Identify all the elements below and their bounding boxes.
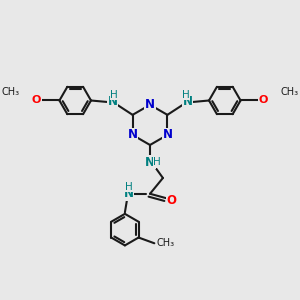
Text: H: H (153, 157, 161, 167)
Text: N: N (107, 95, 118, 108)
Text: CH₃: CH₃ (280, 87, 298, 97)
Text: O: O (167, 194, 176, 207)
Text: H: H (124, 182, 132, 192)
Text: O: O (259, 95, 268, 106)
Text: N: N (145, 98, 155, 111)
Text: N: N (162, 128, 172, 141)
Text: CH₃: CH₃ (2, 87, 20, 97)
Text: O: O (32, 95, 41, 106)
Text: N: N (145, 156, 155, 169)
Text: N: N (182, 95, 193, 108)
Text: N: N (128, 128, 138, 141)
Text: N: N (124, 187, 134, 200)
Text: H: H (110, 90, 118, 100)
Text: H: H (182, 90, 190, 100)
Text: CH₃: CH₃ (157, 238, 175, 248)
